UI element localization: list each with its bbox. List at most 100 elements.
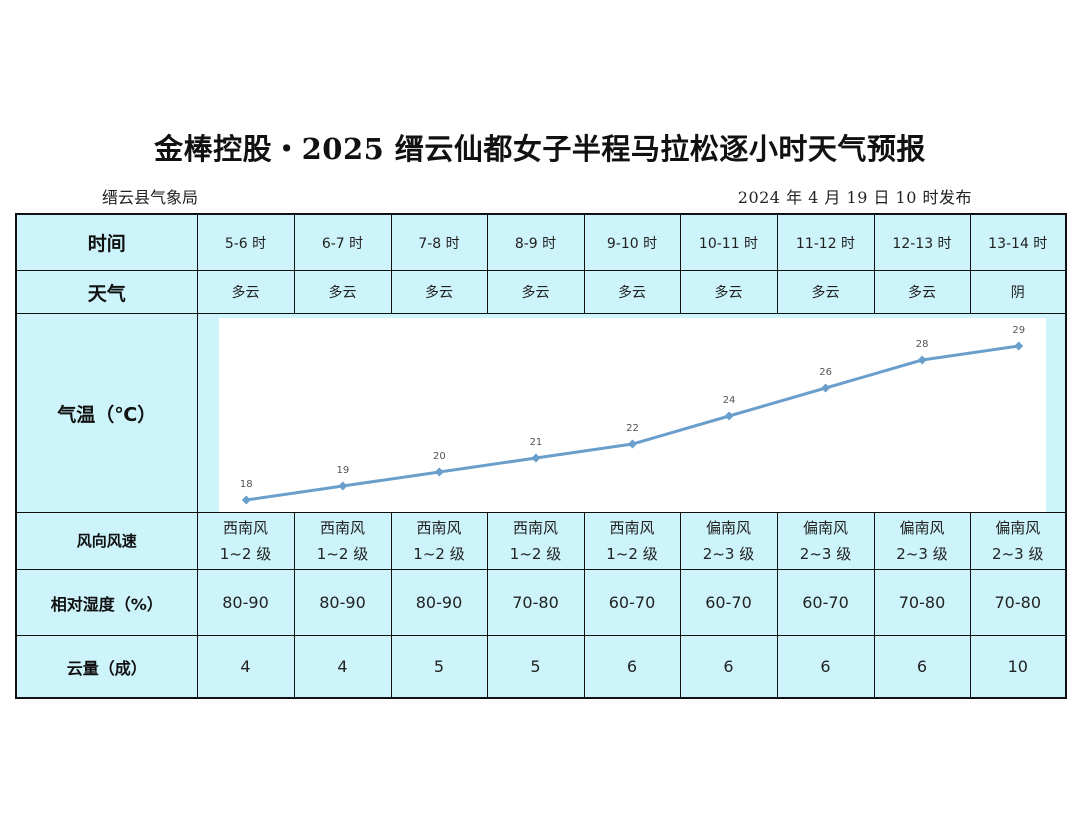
temperature-line-chart: 18 19 20 21 22 24 26 28 29	[218, 318, 1046, 512]
temperature-data-label: 21	[529, 437, 542, 448]
time-row-header: 时间	[15, 213, 198, 271]
cloud-cell: 6	[776, 635, 875, 699]
temperature-point	[1013, 341, 1023, 351]
cloud-cell: 6	[583, 635, 681, 699]
time-cell: 12-13 时	[873, 213, 971, 271]
temperature-point	[627, 439, 637, 449]
wind-level: 2~3 级	[799, 545, 852, 563]
time-cell: 8-9 时	[486, 213, 585, 271]
cloud-cell: 4	[293, 635, 392, 699]
humidity-cell: 70-80	[486, 569, 585, 636]
temperature-data-label: 22	[626, 423, 639, 434]
wind-cell: 西南风 1~2 级	[390, 512, 488, 570]
wind-level: 2~3 级	[992, 545, 1044, 563]
humidity-cell: 60-70	[679, 569, 778, 636]
issue-time-label: 2024 年 4 月 19 日 10 时发布	[737, 188, 972, 207]
humidity-row: 相对湿度（%） 80-90 80-90 80-90 70-80 60-70 60-70 60…	[15, 569, 1067, 636]
wind-cell: 偏南风 2~3 级	[969, 512, 1067, 570]
wind-level: 1~2 级	[413, 545, 465, 563]
cloud-cell: 6	[873, 635, 971, 699]
weather-cell: 多云	[196, 270, 295, 314]
cloud-cell: 6	[679, 635, 778, 699]
wind-cell: 偏南风 2~3 级	[873, 512, 971, 570]
wind-direction: 西南风	[222, 519, 268, 537]
temperature-point	[917, 355, 927, 365]
cloud-cell: 5	[486, 635, 585, 699]
forecast-table: 时间 5-6 时 6-7 时 7-8 时 8-9 时 9-10 时 10-11 时 11-1…	[15, 213, 1067, 699]
chart-plot-area	[218, 318, 1046, 512]
time-cell: 6-7 时	[293, 213, 392, 271]
weather-cell: 多云	[293, 270, 392, 314]
weather-cell: 多云	[679, 270, 778, 314]
wind-level: 2~3 级	[896, 545, 948, 563]
wind-direction: 偏南风	[802, 519, 848, 537]
weather-cell: 多云	[486, 270, 585, 314]
wind-level: 2~3 级	[702, 545, 755, 563]
wind-row: 风向风速 西南风 1~2 级西南风 1~2 级西南风 1~2 级西南风 1~2 级西南风…	[15, 512, 1067, 570]
wind-direction: 偏南风	[705, 519, 751, 537]
humidity-cell: 80-90	[293, 569, 392, 636]
weather-row-header: 天气	[15, 270, 198, 314]
cloud-cell: 10	[969, 635, 1067, 699]
time-cell: 11-12 时	[776, 213, 875, 271]
forecast-title: 金棒控股・2025 缙云仙都女子半程马拉松逐小时天气预报	[154, 132, 926, 166]
temperature-data-label: 28	[915, 339, 928, 350]
weather-cell: 阴	[969, 270, 1067, 314]
temperature-data-label: 24	[722, 395, 735, 406]
wind-direction: 偏南风	[899, 519, 945, 537]
temperature-point	[820, 383, 830, 393]
time-row: 时间 5-6 时 6-7 时 7-8 时 8-9 时 9-10 时 10-11 时 11-1…	[15, 213, 1067, 271]
wind-direction: 西南风	[416, 519, 462, 537]
time-cell: 9-10 时	[583, 213, 681, 271]
weather-cell: 多云	[873, 270, 971, 314]
temperature-chart-cell: 18 19 20 21 22 24 26 28 29	[196, 313, 1067, 513]
wind-cell: 西南风 1~2 级	[583, 512, 681, 570]
time-cell: 10-11 时	[679, 213, 778, 271]
wind-row-header: 风向风速	[15, 512, 198, 570]
time-cell: 7-8 时	[390, 213, 488, 271]
issuer-label: 缙云县气象局	[102, 188, 199, 207]
temperature-data-label: 29	[1012, 325, 1025, 336]
humidity-cell: 60-70	[583, 569, 681, 636]
temperature-point	[434, 467, 444, 477]
weather-cell: 多云	[583, 270, 681, 314]
humidity-cell: 80-90	[390, 569, 488, 636]
wind-direction: 偏南风	[995, 519, 1041, 537]
temperature-point	[530, 453, 540, 463]
temperature-data-label: 20	[433, 451, 446, 462]
wind-level: 1~2 级	[316, 545, 369, 563]
wind-level: 1~2 级	[509, 545, 562, 563]
humidity-cell: 70-80	[873, 569, 971, 636]
wind-cell: 西南风 1~2 级	[486, 512, 585, 570]
humidity-row-header: 相对湿度（%）	[15, 569, 198, 636]
wind-cell: 西南风 1~2 级	[293, 512, 392, 570]
humidity-cell: 70-80	[969, 569, 1067, 636]
weather-cell: 多云	[776, 270, 875, 314]
humidity-cell: 60-70	[776, 569, 875, 636]
cloud-cell: 4	[196, 635, 295, 699]
weather-row: 天气 多云 多云 多云 多云 多云 多云 多云 多云阴	[15, 270, 1067, 314]
temperature-data-label: 18	[239, 479, 252, 490]
cloud-cell: 5	[390, 635, 488, 699]
temperature-data-label: 26	[819, 367, 832, 378]
temperature-point	[337, 481, 347, 491]
wind-cell: 偏南风 2~3 级	[776, 512, 875, 570]
temperature-row-header: 气温（℃）	[15, 313, 198, 513]
wind-level: 1~2 级	[606, 545, 658, 563]
temperature-point	[724, 411, 734, 421]
time-cell: 13-14 时	[969, 213, 1067, 271]
wind-direction: 西南风	[319, 519, 365, 537]
temperature-data-label: 19	[336, 465, 349, 476]
humidity-cell: 80-90	[196, 569, 295, 636]
weather-cell: 多云	[390, 270, 488, 314]
wind-direction: 西南风	[609, 519, 655, 537]
time-cell: 5-6 时	[196, 213, 295, 271]
cloud-row-header: 云量（成）	[15, 635, 198, 699]
temperature-point	[241, 495, 251, 505]
wind-direction: 西南风	[512, 519, 558, 537]
wind-level: 1~2 级	[219, 545, 272, 563]
cloud-row: 云量（成） 4 4 5 5 6 6 6 6 10	[15, 635, 1067, 699]
temperature-row: 气温（℃） 18 19 20 21 22 24 26 28 29	[15, 313, 1067, 513]
wind-cell: 西南风 1~2 级	[196, 512, 295, 570]
wind-cell: 偏南风 2~3 级	[679, 512, 778, 570]
